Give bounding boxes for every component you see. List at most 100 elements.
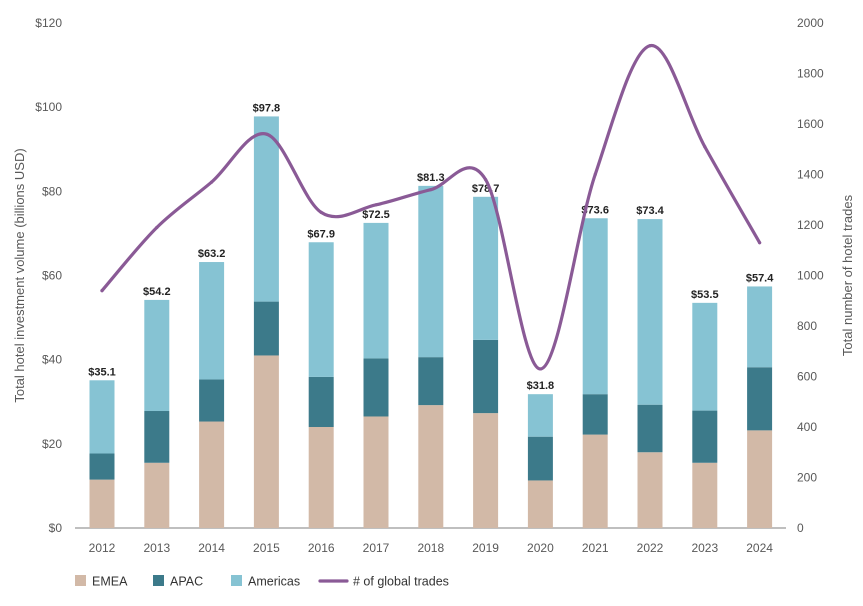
bar-total-label: $81.3 [417,172,445,184]
y2-tick-label: 0 [797,521,804,535]
bar-apac [308,376,334,427]
bar-apac [473,339,499,414]
y-tick-label: $20 [42,437,62,451]
bar-emea [418,405,444,528]
trades-point [100,289,104,293]
y-tick-label: $0 [49,521,63,535]
bar-apac [199,379,225,422]
bar-americas [418,185,444,358]
y-tick-label: $40 [42,353,62,367]
y2-tick-label: 600 [797,370,817,384]
bar-americas [637,219,663,405]
y2-tick-label: 1600 [797,117,824,131]
x-tick-label: 2021 [582,541,609,555]
bar-total-label: $54.2 [143,286,171,298]
bar-emea [747,430,773,528]
bar-total-label: $97.8 [253,102,281,114]
trades-point [155,225,159,230]
x-tick-label: 2023 [691,541,718,555]
bar-emea [473,413,499,528]
y2-tick-label: 1400 [797,168,824,182]
bar-total-label: $53.5 [691,289,719,301]
bar-apac [89,453,115,480]
y-axis-title: Total hotel investment volume (billions … [12,148,27,402]
bar-apac [582,394,608,435]
bar-apac [418,357,444,406]
y-tick-label: $100 [35,100,62,114]
bar-americas [747,286,773,368]
bar-total-label: $57.4 [746,272,774,284]
bar-emea [692,462,718,528]
x-tick-label: 2016 [308,541,335,555]
bar-americas [253,116,279,302]
x-tick-label: 2017 [363,541,390,555]
x-tick-label: 2022 [637,541,664,555]
bar-apac [253,301,279,356]
bar-emea [637,452,663,528]
x-tick-label: 2024 [746,541,773,555]
bar-emea [582,434,608,528]
trades-point [319,210,323,214]
trades-point [429,188,433,192]
bar-apac [363,358,389,417]
bar-americas [582,218,608,395]
bar-apac [692,410,718,463]
y2-tick-label: 2000 [797,16,824,30]
bar-americas [199,262,225,380]
bar-americas [692,302,718,411]
bar-total-label: $72.5 [362,209,390,221]
trades-point [484,177,488,182]
legend-label-apac: APAC [170,575,203,589]
legend-label-americas: Americas [248,575,300,589]
y2-tick-label: 1200 [797,218,824,232]
bar-total-label: $78.7 [472,183,500,195]
bar-americas [363,222,389,359]
bar-apac [747,367,773,431]
x-tick-label: 2015 [253,541,280,555]
bar-total-label: $67.9 [307,228,335,240]
trades-point [648,44,652,48]
bar-total-label: $31.8 [527,380,555,392]
trades-point [210,180,214,184]
x-tick-label: 2013 [143,541,170,555]
y2-axis-title: Total number of hotel trades [840,194,855,356]
trades-point [538,367,543,371]
trades-point [703,145,707,149]
bar-americas [308,242,334,377]
trades-point [593,172,597,177]
y2-tick-label: 200 [797,471,817,485]
legend-swatch-apac [153,575,164,586]
bar-americas [89,380,115,454]
bar-emea [89,479,115,528]
y2-tick-label: 800 [797,319,817,333]
x-tick-label: 2012 [89,541,116,555]
bar-americas [527,394,553,437]
bar-total-label: $63.2 [198,248,226,260]
bar-emea [199,421,225,528]
x-tick-label: 2019 [472,541,499,555]
y-tick-label: $120 [35,16,62,30]
bar-americas [144,299,170,412]
y2-tick-label: 1000 [797,269,824,283]
bar-apac [144,411,170,463]
x-tick-label: 2018 [417,541,444,555]
y-tick-label: $60 [42,269,62,283]
bar-total-label: $73.4 [636,205,664,217]
legend-label-trades: # of global trades [353,575,449,589]
bar-apac [637,404,663,453]
x-tick-label: 2014 [198,541,225,555]
legend-swatch-emea [75,575,86,586]
y-tick-label: $80 [42,184,62,198]
bar-emea [308,427,334,528]
trades-point [374,203,378,207]
legend-label-emea: EMEA [92,575,128,589]
bar-emea [253,355,279,528]
bar-emea [363,416,389,528]
x-tick-label: 2020 [527,541,554,555]
y2-tick-label: 1800 [797,67,824,81]
bar-total-label: $35.1 [88,366,116,378]
legend-swatch-americas [231,575,242,586]
bar-americas [473,196,499,340]
